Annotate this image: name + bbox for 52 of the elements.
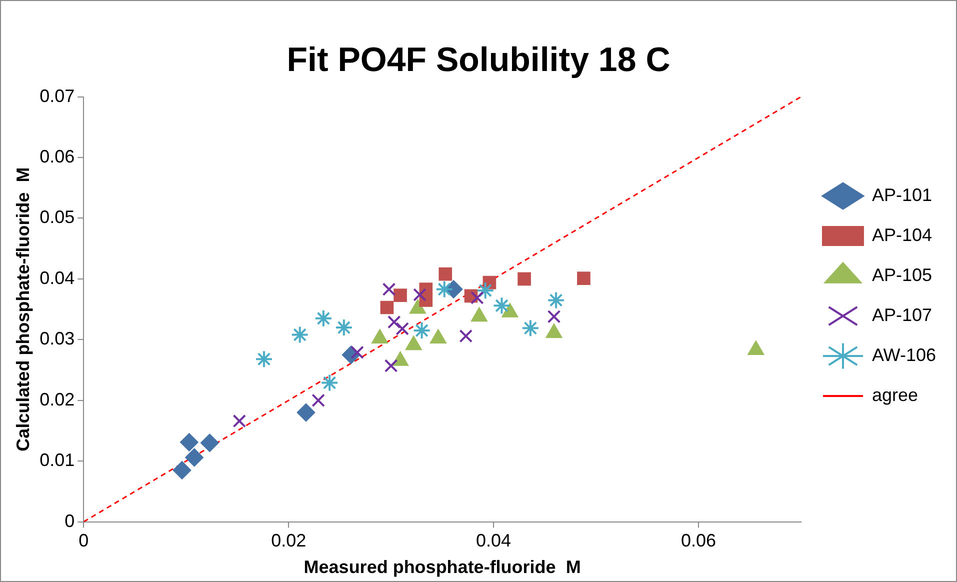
- point: [577, 272, 590, 285]
- y-tick-label: 0.01: [40, 450, 75, 470]
- point: [413, 288, 426, 302]
- x-tick-label: 0.02: [271, 530, 306, 551]
- y-tick-label: 0.04: [40, 268, 75, 288]
- point: [492, 296, 511, 315]
- y-tick-label: 0.03: [40, 328, 75, 349]
- point: [382, 282, 396, 296]
- point: [180, 433, 198, 452]
- y-tick-label: 0.02: [40, 389, 75, 410]
- point: [334, 318, 353, 337]
- legend-label: AW-106: [872, 344, 936, 365]
- y-tick-label: 0.07: [40, 86, 75, 106]
- chart-title: Fit PO4F Solubility 18 C: [286, 40, 670, 79]
- point: [394, 288, 407, 302]
- x-axis-title: Measured phosphate-fluoride M: [304, 557, 581, 578]
- x-tick-label: 0: [78, 530, 89, 551]
- x-tick-label: 0.04: [476, 530, 512, 551]
- point: [476, 281, 494, 300]
- y-tick-label: 0: [64, 510, 75, 531]
- point: [232, 414, 246, 428]
- point: [173, 461, 192, 480]
- point: [412, 322, 431, 340]
- x-tick-label: 0.06: [680, 530, 716, 551]
- y-tick-label: 0.05: [40, 207, 75, 228]
- legend-label: AP-105: [872, 264, 932, 285]
- point: [314, 309, 332, 328]
- point: [396, 322, 409, 336]
- point: [438, 267, 452, 281]
- point: [380, 300, 394, 314]
- point: [518, 272, 531, 286]
- y-tick-label: 0.06: [40, 146, 75, 166]
- legend-label: agree: [872, 384, 918, 405]
- point: [185, 448, 204, 466]
- point: [521, 319, 540, 338]
- point: [470, 291, 484, 304]
- point: [459, 329, 473, 343]
- point: [387, 315, 401, 329]
- legend-label: AP-101: [872, 184, 932, 205]
- point: [547, 291, 566, 310]
- point: [312, 394, 325, 408]
- point: [297, 404, 316, 422]
- point: [254, 350, 273, 368]
- y-axis-title: Calculated phosphate-fluoride M: [12, 167, 33, 452]
- point: [547, 310, 561, 324]
- point: [200, 434, 219, 452]
- point: [320, 374, 339, 392]
- point: [384, 359, 398, 372]
- point: [435, 280, 454, 298]
- legend-label: AP-104: [872, 224, 932, 245]
- point: [290, 326, 309, 344]
- legend-label: AP-107: [872, 304, 932, 325]
